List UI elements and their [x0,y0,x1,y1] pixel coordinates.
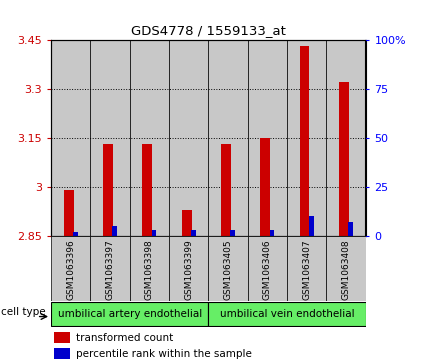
FancyBboxPatch shape [51,236,90,301]
Bar [152,230,156,236]
Bar [182,210,192,236]
FancyBboxPatch shape [326,236,366,301]
FancyBboxPatch shape [130,236,169,301]
Text: GSM1063406: GSM1063406 [263,239,272,300]
Bar [326,40,366,236]
Text: GSM1063396: GSM1063396 [66,239,75,300]
Title: GDS4778 / 1559133_at: GDS4778 / 1559133_at [131,24,286,37]
Bar [221,144,231,236]
Bar [112,226,117,236]
Bar [269,230,274,236]
Bar [169,40,208,236]
Bar [51,40,90,236]
Bar [54,348,70,359]
FancyBboxPatch shape [208,236,247,301]
Text: GSM1063405: GSM1063405 [224,239,232,300]
Bar [191,230,196,236]
FancyBboxPatch shape [208,302,366,326]
Bar [103,144,113,236]
Bar [142,144,152,236]
Bar [64,190,74,236]
Text: GSM1063397: GSM1063397 [105,239,114,300]
Bar [247,40,287,236]
FancyBboxPatch shape [287,236,326,301]
Bar [208,40,247,236]
Bar [339,82,349,236]
Text: percentile rank within the sample: percentile rank within the sample [76,349,252,359]
Bar [54,332,70,343]
Bar [130,40,169,236]
FancyBboxPatch shape [169,236,208,301]
Bar [348,222,353,236]
Text: GSM1063407: GSM1063407 [302,239,311,300]
Bar [287,40,326,236]
Text: transformed count: transformed count [76,333,173,343]
Text: cell type: cell type [1,307,45,317]
Bar [90,40,130,236]
FancyBboxPatch shape [51,302,208,326]
FancyBboxPatch shape [90,236,130,301]
Bar [300,46,309,236]
FancyBboxPatch shape [247,236,287,301]
Bar [73,232,78,236]
Text: GSM1063408: GSM1063408 [341,239,350,300]
Text: umbilical artery endothelial: umbilical artery endothelial [57,309,202,319]
Bar [309,216,314,236]
Bar [230,230,235,236]
Bar [261,138,270,236]
Text: GSM1063398: GSM1063398 [145,239,154,300]
Text: GSM1063399: GSM1063399 [184,239,193,300]
Text: umbilical vein endothelial: umbilical vein endothelial [220,309,354,319]
